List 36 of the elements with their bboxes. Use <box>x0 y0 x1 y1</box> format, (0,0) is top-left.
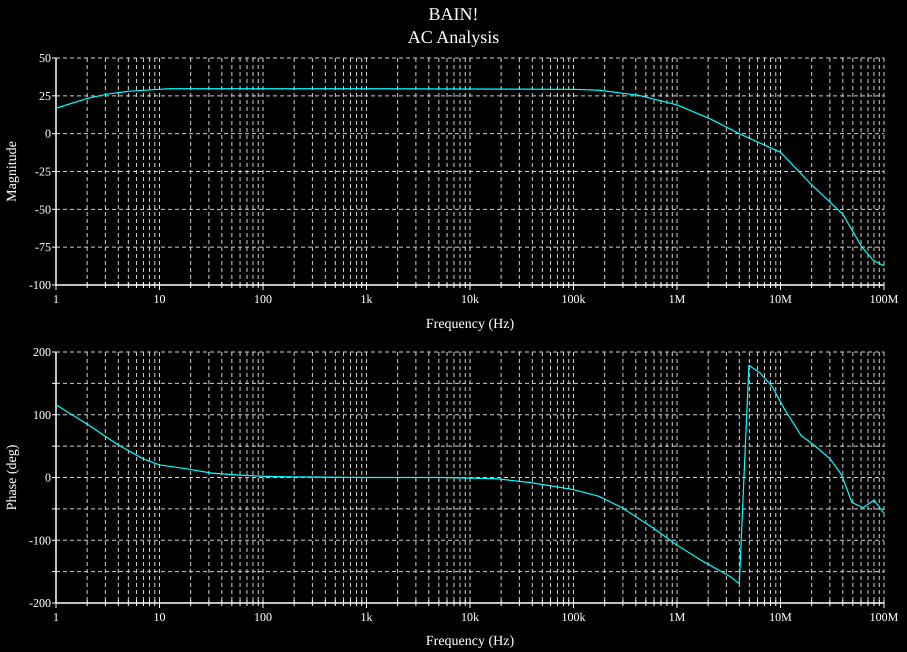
x-tick-label: 10k <box>461 292 479 306</box>
x-axis-title: Frequency (Hz) <box>426 634 514 649</box>
x-tick-label: 1 <box>53 292 59 306</box>
y-tick-label: -100 <box>29 533 51 548</box>
x-tick-label: 1k <box>360 610 372 624</box>
x-tick-label: 10M <box>769 610 792 624</box>
y-tick-label: -200 <box>29 596 51 610</box>
x-tick-label: 10 <box>154 610 166 624</box>
y-tick-label: -50 <box>35 202 51 216</box>
y-tick-label: 0 <box>45 126 51 141</box>
x-tick-label: 100 <box>254 292 272 306</box>
x-tick-label: 10k <box>461 610 479 624</box>
y-tick-label: 100 <box>33 408 51 422</box>
x-tick-label: 100k <box>562 610 586 624</box>
y-tick-label: 50 <box>39 51 51 65</box>
x-tick-label: 100M <box>870 610 899 624</box>
x-tick-label: 10M <box>769 292 792 306</box>
x-tick-label: 1M <box>668 610 686 624</box>
x-tick-label: 1 <box>53 610 59 624</box>
y-tick-label: -100 <box>29 278 51 292</box>
y-axis-title: Phase (deg) <box>5 444 20 510</box>
y-axis-title: Magnitude <box>5 141 20 202</box>
x-tick-label: 100 <box>254 610 272 624</box>
x-tick-label: 100M <box>870 292 899 306</box>
chart-title: BAIN! <box>428 4 478 24</box>
chart-subtitle: AC Analysis <box>408 27 500 47</box>
y-tick-label: 0 <box>45 470 51 484</box>
y-tick-label: 25 <box>39 88 51 103</box>
y-tick-label: -25 <box>35 164 51 178</box>
x-tick-label: 100k <box>562 292 586 306</box>
x-tick-label: 1M <box>668 292 686 306</box>
x-tick-label: 10 <box>154 292 166 306</box>
x-tick-label: 1k <box>360 292 372 306</box>
x-axis-title: Frequency (Hz) <box>426 317 514 332</box>
y-tick-label: 200 <box>33 345 51 359</box>
y-tick-label: -75 <box>35 240 51 254</box>
